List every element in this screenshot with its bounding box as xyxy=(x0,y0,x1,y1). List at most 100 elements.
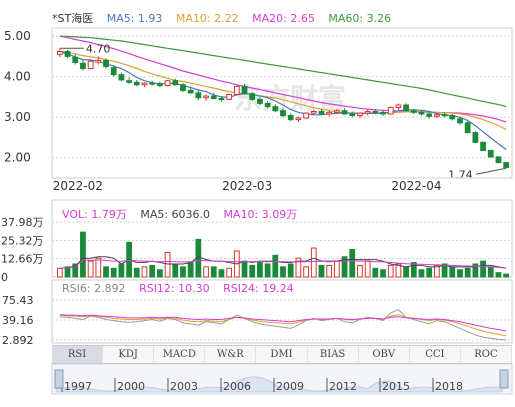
volume-bar xyxy=(410,262,417,278)
tab-bias[interactable]: BIAS xyxy=(308,346,359,363)
price-tick-label: 4.00 xyxy=(4,70,31,84)
volume-bar xyxy=(72,263,79,278)
tab-wr[interactable]: W&R xyxy=(205,346,257,363)
volume-ma10-line xyxy=(59,259,507,269)
volume-bar xyxy=(203,266,209,278)
navigator-left-handle xyxy=(54,369,64,389)
tab-obv[interactable]: OBV xyxy=(359,346,410,363)
volume-bar xyxy=(472,263,479,278)
tab-rsi[interactable]: RSI xyxy=(52,346,104,363)
tab-macd[interactable]: MACD xyxy=(154,346,206,363)
rsi-line-rsi24 xyxy=(59,314,507,332)
volume-plot: 37.98万 25.32万 12.66万 0 xyxy=(1,199,513,284)
navigator-year-label: 2009 xyxy=(276,380,304,393)
volume-bar xyxy=(64,266,71,278)
candle-body xyxy=(226,93,233,100)
volume-tick-label: 25.32万 xyxy=(1,234,44,247)
rsi-tick-label: 2.892 xyxy=(2,334,34,347)
volume-bar xyxy=(303,266,309,278)
candle-body xyxy=(457,118,463,124)
candle-body xyxy=(249,93,256,100)
candle-body xyxy=(495,156,502,164)
candle-body xyxy=(95,59,102,63)
candle-body xyxy=(357,112,363,117)
rsi-line-rsi12 xyxy=(59,314,507,337)
low-marker-label: 1.74 xyxy=(448,168,473,181)
candle-body xyxy=(472,132,479,143)
volume-bar xyxy=(257,262,263,278)
volume-bar xyxy=(333,260,340,278)
volume-bar xyxy=(503,273,510,278)
timeline-navigator[interactable]: 1997 2000 2003 2006 2009 2012 2015 2018 xyxy=(51,363,513,395)
volume-bar xyxy=(210,266,217,278)
volume-bar xyxy=(164,251,171,278)
volume-bar xyxy=(80,231,86,278)
candle-body xyxy=(310,111,317,114)
tab-kdj[interactable]: KDJ xyxy=(103,346,155,363)
volume-bar xyxy=(180,266,186,278)
candle-body xyxy=(395,104,402,108)
volume-bar xyxy=(133,267,140,278)
high-marker-label: 4.70 xyxy=(86,42,111,55)
volume-bar xyxy=(264,263,271,278)
navigator-area xyxy=(55,376,503,393)
volume-bar xyxy=(149,264,156,278)
candle-body xyxy=(487,149,494,158)
volume-bar xyxy=(141,266,148,278)
volume-bar xyxy=(464,267,471,278)
candle-body xyxy=(449,115,456,120)
volume-bar xyxy=(280,266,286,278)
candle-body xyxy=(180,84,186,91)
tab-roc[interactable]: ROC xyxy=(461,346,512,363)
volume-bar xyxy=(480,260,486,278)
candle-body xyxy=(56,51,63,55)
volume-bar xyxy=(364,260,371,278)
candle-body xyxy=(87,60,94,70)
price-axis: 5.00 4.00 3.00 2.00 xyxy=(4,29,31,165)
candle-body xyxy=(110,67,117,76)
navigator-year-label: 2006 xyxy=(223,380,251,393)
rsi-legend: RSI6: 2.892 RSI12: 10.30 RSI24: 19.24 xyxy=(62,282,304,295)
volume-bar xyxy=(380,269,386,278)
price-tick-label: 5.00 xyxy=(4,29,31,43)
volume-bar xyxy=(172,263,179,278)
price-tick-label: 3.00 xyxy=(4,110,31,124)
volume-bar xyxy=(56,267,63,278)
ma60-line xyxy=(59,35,507,108)
candle-body xyxy=(410,110,417,113)
candle-body xyxy=(195,92,202,99)
candle-body xyxy=(372,111,379,114)
tab-dmi[interactable]: DMI xyxy=(256,346,308,363)
candle-body xyxy=(103,59,109,68)
candle-body xyxy=(341,110,348,115)
navigator-year-label: 1997 xyxy=(64,380,92,393)
navigator-right-handle xyxy=(499,369,509,389)
date-tick-label: 2022-03 xyxy=(222,179,272,193)
tab-cci[interactable]: CCI xyxy=(410,346,461,363)
volume-bar xyxy=(349,249,356,278)
volume-bar xyxy=(434,264,440,278)
volume-bar xyxy=(487,266,494,278)
rsi-line-rsi6 xyxy=(59,309,507,341)
vol-ma10-legend: MA10: 3.09万 xyxy=(223,208,298,221)
candle-body xyxy=(303,112,309,119)
volume-bar xyxy=(272,254,279,278)
candle-body xyxy=(203,95,209,99)
volume-bar xyxy=(457,269,463,278)
volume-tick-label: 0 xyxy=(1,271,8,284)
volume-bar xyxy=(418,269,425,278)
candle-body xyxy=(210,95,217,100)
rsi-frame xyxy=(51,279,513,344)
date-tick-label: 2022-02 xyxy=(53,179,103,193)
stock-name: *ST海医 xyxy=(52,12,94,25)
volume-bar xyxy=(495,272,502,278)
ma10-legend: MA10: 2.22 xyxy=(175,12,239,25)
candle-body xyxy=(64,51,71,57)
candle-body xyxy=(241,85,248,95)
candle-body xyxy=(480,141,486,151)
price-legend: *ST海医 MA5: 1.93 MA10: 2.22 MA20: 2.65 MA… xyxy=(52,10,401,26)
volume-bar xyxy=(118,263,125,278)
candle-body xyxy=(434,114,440,117)
candle-body xyxy=(126,80,132,83)
volume-bar xyxy=(395,263,402,278)
